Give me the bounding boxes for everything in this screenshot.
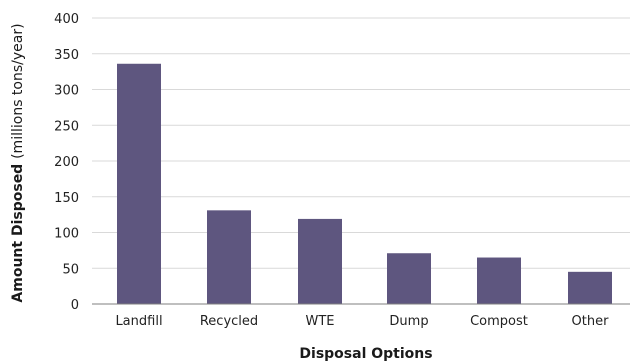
y-axis-title-unit: (millions tons/year) <box>10 23 26 158</box>
y-tick-label: 0 <box>71 298 79 313</box>
x-tick-label: Other <box>572 314 610 329</box>
y-axis-title: Amount Disposed (millions tons/year) <box>10 23 26 302</box>
bar-landfill <box>117 63 161 305</box>
y-tick-label: 150 <box>54 191 79 206</box>
gridlines <box>92 17 630 269</box>
x-axis-title: Disposal Options <box>299 346 432 362</box>
bars <box>117 63 612 305</box>
bar-other <box>568 271 612 304</box>
x-axis-ticks: Landfill Recycled WTE Dump Compost Other <box>115 314 609 329</box>
x-tick-label: Compost <box>470 314 528 329</box>
x-tick-label: Landfill <box>115 314 162 329</box>
y-tick-label: 100 <box>54 227 79 242</box>
y-tick-label: 400 <box>54 12 79 27</box>
y-tick-label: 200 <box>54 155 79 170</box>
bar-recycled <box>207 210 251 304</box>
bar-dump <box>387 253 431 304</box>
y-tick-label: 300 <box>54 84 79 99</box>
x-tick-label: WTE <box>305 314 334 329</box>
x-tick-label: Dump <box>389 314 428 329</box>
x-tick-label: Recycled <box>200 314 258 329</box>
bar-compost <box>477 257 521 304</box>
bar-wte <box>298 218 342 304</box>
y-tick-label: 250 <box>54 119 79 134</box>
y-axis-title-main: Amount Disposed <box>10 164 26 303</box>
y-tick-label: 350 <box>54 48 79 63</box>
y-tick-label: 50 <box>62 262 79 277</box>
y-axis-ticks: 0 50 100 150 200 250 300 350 400 <box>54 12 79 313</box>
